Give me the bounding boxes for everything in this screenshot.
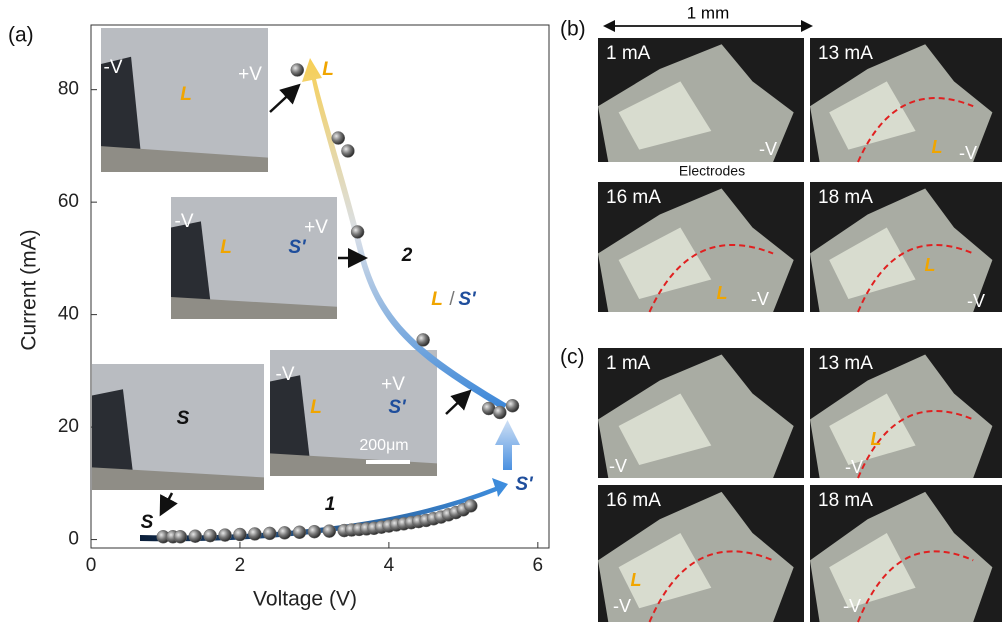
panel-label: (c) — [560, 346, 585, 369]
scale-label: 1 mm — [687, 3, 730, 22]
micrograph-label: L — [871, 429, 882, 449]
data-point — [323, 525, 336, 538]
y-tick-label: 40 — [58, 304, 79, 325]
current-label: 1 mA — [606, 353, 651, 374]
inset-image: -V L S'+V — [171, 197, 337, 319]
data-point — [464, 499, 477, 512]
micrograph-label: -V — [759, 139, 777, 159]
inset-label: -V — [276, 364, 295, 385]
electrodes-label: Electrodes — [679, 163, 745, 179]
inset-label: -V — [104, 57, 123, 78]
inset-image: S — [92, 364, 264, 490]
inset-label: +V — [304, 217, 328, 238]
annotation: L — [431, 289, 443, 310]
micrograph: 1 mA -V — [598, 348, 804, 478]
data-point — [204, 529, 217, 542]
inset-label: +V — [238, 64, 262, 85]
micrograph: 18 mA -V — [810, 485, 1002, 622]
figure: (a)0246020406080Voltage (V)Current (mA)-… — [0, 0, 1002, 625]
inset-label: S' — [388, 397, 407, 418]
x-tick-label: 0 — [86, 555, 97, 576]
micrograph-label: -V — [751, 289, 769, 309]
pointer-arrow — [446, 393, 468, 414]
micrograph-label: -V — [843, 596, 861, 616]
micrograph: 16 mA L -V — [598, 182, 804, 312]
annotation: S' — [515, 474, 534, 495]
current-label: 13 mA — [818, 353, 873, 374]
micrograph-label: -V — [959, 143, 977, 163]
micrograph-panels: (b)(c)1 mm1 mA-V13 mAL-V16 mAL-V18 mAL-V… — [560, 3, 1002, 622]
micrograph: 18 mA L -V — [810, 182, 1002, 312]
micrograph-label: -V — [967, 291, 985, 311]
data-point — [351, 225, 364, 238]
y-tick-label: 60 — [58, 191, 79, 212]
annotation: 2 — [401, 245, 413, 266]
annotation: / — [449, 289, 455, 310]
micrograph-label: L — [925, 255, 936, 275]
annotation: S — [141, 512, 154, 533]
pointer-arrow — [162, 493, 172, 512]
inset-label: L — [310, 397, 322, 418]
micrograph-label: L — [631, 570, 642, 590]
inset-image: -V L +V — [101, 28, 268, 172]
scale-bar-label: 200μm — [359, 437, 408, 454]
data-point — [263, 527, 276, 540]
x-tick-label: 6 — [533, 555, 544, 576]
data-point — [291, 63, 304, 76]
panel-label: (a) — [8, 24, 34, 47]
current-label: 18 mA — [818, 187, 873, 208]
current-label: 1 mA — [606, 43, 651, 64]
inset-label: -V — [175, 211, 194, 232]
panel-label: (b) — [560, 18, 586, 41]
inset-label: S' — [288, 237, 307, 258]
micrograph: 13 mA L -V — [810, 38, 1002, 163]
data-point — [174, 530, 187, 543]
current-label: 18 mA — [818, 490, 873, 511]
y-tick-label: 80 — [58, 79, 79, 100]
data-point — [189, 530, 202, 543]
data-point — [308, 525, 321, 538]
micrograph-label: -V — [613, 596, 631, 616]
pointer-arrow — [270, 87, 297, 112]
micrograph: 16 mA L-V — [598, 485, 804, 622]
data-point — [417, 333, 430, 346]
inset-label: L — [180, 84, 192, 105]
micrograph-label: L — [932, 137, 943, 157]
x-axis-label: Voltage (V) — [253, 588, 357, 611]
current-label: 13 mA — [818, 43, 873, 64]
data-point — [506, 399, 519, 412]
annotation: L — [322, 59, 334, 80]
micrograph-label: L — [717, 283, 728, 303]
data-point — [233, 528, 246, 541]
data-point — [248, 527, 261, 540]
inset-label: L — [220, 237, 232, 258]
y-tick-label: 0 — [68, 529, 79, 550]
annotation: 1 — [325, 494, 336, 515]
y-tick-label: 20 — [58, 416, 79, 437]
inset-label: +V — [381, 374, 405, 395]
data-point — [332, 132, 345, 145]
data-point — [293, 526, 306, 539]
data-point — [493, 406, 506, 419]
current-label: 16 mA — [606, 490, 661, 511]
scale-bar — [366, 460, 410, 464]
x-tick-label: 2 — [235, 555, 246, 576]
annotation: S' — [458, 289, 477, 310]
inset-label: S — [177, 408, 190, 429]
micrograph-label: -V — [609, 456, 627, 476]
inset-image: -V L S'+V 200μm — [270, 350, 437, 476]
x-tick-label: 4 — [384, 555, 395, 576]
y-axis-label: Current (mA) — [18, 229, 41, 350]
micrograph-label: -V — [845, 457, 863, 477]
data-point — [219, 529, 232, 542]
data-point — [278, 526, 291, 539]
micrograph: 1 mA -V — [598, 38, 804, 162]
micrograph: 13 mA L -V — [810, 348, 1002, 478]
data-point — [341, 144, 354, 157]
current-label: 16 mA — [606, 187, 661, 208]
arrow-up-small — [495, 420, 520, 470]
